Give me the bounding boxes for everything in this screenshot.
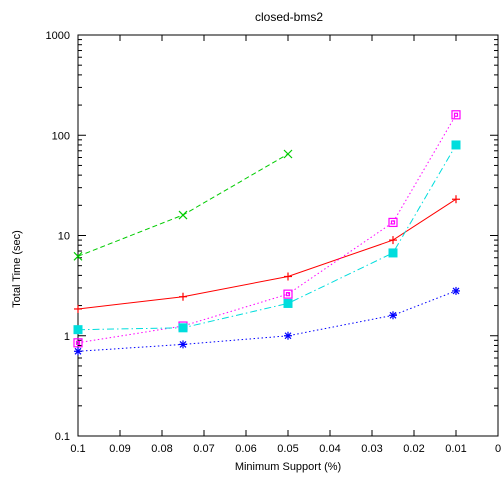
data-point [451,110,461,120]
point-marker-star [284,332,292,340]
point-marker-filled-square [283,298,293,308]
y-tick-label: 0.1 [55,431,70,443]
point-marker-x [73,251,83,261]
point-marker-star [74,347,82,355]
data-point [178,323,188,333]
point-marker-star [452,287,460,295]
point-marker-open-square [283,289,293,299]
x-tick-label: 0.01 [445,443,466,455]
data-point [284,331,292,340]
x-tick-label: 0.06 [235,443,256,455]
x-tick-label: 0.07 [193,443,214,455]
point-marker-filled-square [73,325,83,335]
series-line [77,290,457,352]
data-point [284,272,292,281]
data-point [389,311,397,320]
point-marker-open-square-inner [285,292,291,297]
x-tick-label: 0.08 [151,443,172,455]
point-marker-open-square [451,110,461,120]
point-marker-open-square [388,217,398,228]
data-point [283,289,293,299]
series-line [77,114,457,344]
data-point [452,286,460,295]
point-marker-open-square-inner [75,340,81,345]
point-marker-filled-square [451,140,461,150]
x-tick-label: 0.05 [277,443,298,455]
series-1 [73,149,293,261]
plot-area: 0.1 0.09 0.08 0.07 0.06 0.05 0.04 0.03 0.02 0.01 0… [46,30,501,455]
point-marker-open-square-inner [453,112,459,117]
data-point [73,338,83,348]
data-point [283,149,293,159]
y-tick-label: 10 [58,231,70,243]
x-tick-label: 0.04 [319,443,340,455]
x-tick-label: 0 [495,443,501,455]
series-2 [74,195,460,313]
data-point [388,217,398,228]
x-tick-label: 0.09 [109,443,130,455]
data-point [179,340,187,349]
point-marker-star [179,340,187,348]
plot-frame [77,34,499,437]
data-point [74,304,82,313]
x-tick-label: 0.03 [361,443,382,455]
point-marker-x [283,149,293,159]
series-5 [74,286,460,356]
point-marker-star [389,311,397,319]
data-point [179,292,187,301]
chart-title: closed-bms2 [255,10,323,24]
data-point [451,140,461,150]
data-point [73,325,83,335]
y-tick-label: 100 [52,130,70,142]
point-marker-open-square-inner [390,220,396,225]
data-point [283,298,293,308]
data-point [178,210,188,220]
x-tick-label: 0.1 [70,443,85,455]
y-axis-label: Total Time (sec) [11,230,23,308]
series-line [77,198,457,310]
data-point [74,347,82,356]
series-3 [73,110,461,348]
data-point [389,236,397,245]
data-point [73,251,83,261]
data-point [388,248,398,258]
x-axis-label: Minimum Support (%) [235,461,341,473]
point-marker-filled-square [388,248,398,258]
point-marker-open-square [73,338,83,348]
y-tick-label: 1 [64,331,70,343]
data-point [452,195,460,204]
y-tick-label: 1000 [46,30,70,42]
series-4 [73,140,461,335]
x-tick-label: 0.02 [403,443,424,455]
series-line [77,153,289,257]
point-marker-filled-square [178,323,188,333]
point-marker-x [178,210,188,220]
